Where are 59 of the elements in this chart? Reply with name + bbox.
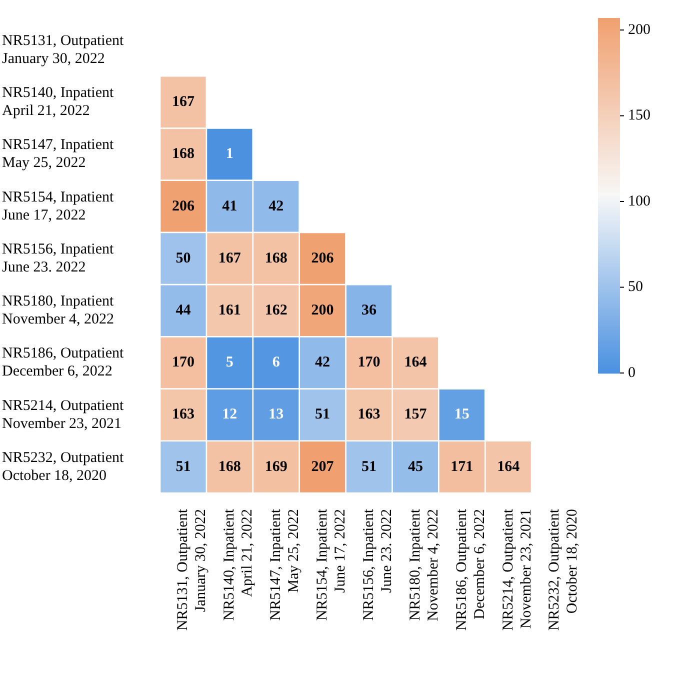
data-label: 13 [268, 406, 284, 423]
data-label: 12 [222, 406, 238, 423]
x-tick-label: NR5140, Inpatient April 21, 2022 [222, 508, 256, 621]
x-tick-label: NR5147, Inpatient May 25, 2022 [268, 508, 302, 621]
data-label: 206 [311, 250, 334, 266]
data-label: 207 [311, 458, 334, 475]
x-tick-label: NR5186, Outpatient December 6, 2022 [454, 508, 488, 631]
y-tick-label: NR5154, Inpatient June 17, 2022 [2, 189, 114, 224]
x-tick-label: NR5154, Inpatient June 17, 2022 [314, 508, 348, 621]
data-label: 41 [222, 198, 238, 214]
data-label: 157 [404, 406, 428, 423]
data-label: 42 [315, 354, 330, 371]
y-tick-label: NR5180, Inpatient November 4, 2022 [2, 294, 114, 328]
color-bar-label: 150 [628, 108, 650, 124]
data-label: 168 [172, 146, 194, 162]
data-label: 170 [172, 354, 194, 371]
data-label: 164 [497, 458, 520, 475]
data-label: 168 [218, 458, 241, 475]
color-bar-label: 0 [628, 364, 636, 381]
x-tick-label: NR5131, Outpatient January 30, 2022 [175, 508, 210, 631]
data-label: 15 [454, 406, 470, 423]
data-label: 51 [362, 458, 376, 475]
y-tick-label: NR5131, Outpatient January 30, 2022 [2, 32, 124, 67]
data-label: 163 [172, 406, 194, 423]
color-bar-label: 100 [628, 193, 650, 210]
data-label: 161 [218, 302, 241, 318]
data-label: 169 [264, 458, 288, 475]
y-tick-label: NR5147, Inpatient May 25, 2022 [2, 137, 114, 172]
y-tick-label: NR5140, Inpatient April 21, 2022 [2, 85, 114, 120]
data-label: 171 [450, 458, 474, 475]
data-label: 51 [176, 458, 191, 475]
color-bar-label: 200 [628, 22, 650, 38]
data-label: 51 [315, 406, 330, 423]
data-label: 167 [172, 94, 195, 110]
data-label: 170 [358, 354, 380, 371]
data-label: 36 [362, 302, 377, 318]
y-tick-label: NR5214, Outpatient November 23, 2021 [2, 398, 124, 432]
data-label: 200 [311, 302, 334, 318]
x-tick-label: NR5232, Outpatient October 18, 2020 [546, 508, 581, 631]
data-label: 162 [264, 302, 288, 318]
data-label: 45 [408, 458, 423, 475]
data-label: 1 [226, 146, 234, 162]
y-tick-label: NR5186, Outpatient December 6, 2022 [2, 346, 124, 380]
x-tick-label: NR5180, Inpatient November 4, 2022 [407, 508, 442, 622]
data-label: 168 [264, 250, 288, 266]
y-tick-label: NR5156, Inpatient June 23. 2022 [2, 241, 114, 276]
color-bar-label: 50 [628, 279, 643, 296]
data-label: 164 [404, 354, 428, 371]
y-tick-label: NR5232, Outpatient October 18, 2020 [2, 450, 124, 484]
data-label: 42 [268, 198, 284, 214]
data-label: 5 [226, 354, 234, 371]
data-label: 163 [358, 406, 380, 423]
data-label: 44 [176, 302, 192, 318]
x-tick-label: NR5214, Outpatient November 23, 2021 [500, 508, 534, 631]
data-label: 50 [176, 250, 191, 266]
data-label: 167 [218, 250, 242, 266]
data-label: 6 [272, 354, 280, 371]
x-tick-label: NR5156, Inpatient June 23. 2022 [360, 508, 395, 621]
data-label: 206 [172, 198, 195, 214]
